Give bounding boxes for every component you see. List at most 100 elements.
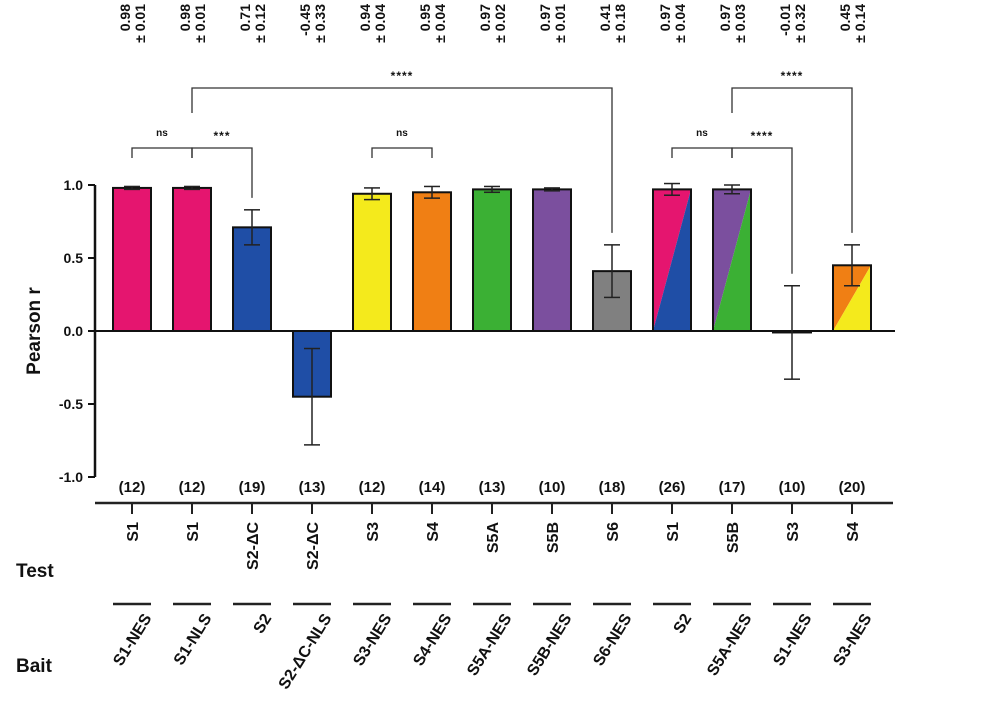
bait-label: S2-ΔC-NLS: [276, 611, 336, 693]
bar: [112, 186, 152, 332]
sd-label: ± 0.01: [132, 4, 148, 43]
significance-label: ****: [781, 69, 804, 83]
bait-label: S2: [671, 611, 696, 637]
row-label-bait: Bait: [16, 656, 53, 677]
bait-label: S1-NES: [770, 611, 815, 669]
bar-group-13: [832, 244, 872, 332]
sd-label: ± 0.33: [312, 4, 328, 43]
bait-label: S5B-NES: [524, 611, 575, 679]
test-label: S5A: [485, 522, 502, 554]
sd-label: ± 0.14: [852, 4, 868, 43]
test-label: S4: [845, 522, 862, 542]
y-tick-label: 0.0: [64, 323, 84, 339]
row-label-test: Test: [16, 561, 54, 582]
n-label: (12): [119, 479, 146, 496]
significance-bracket: [671, 147, 733, 158]
n-label: (13): [299, 479, 326, 496]
n-label: (12): [179, 479, 206, 496]
sd-label: ± 0.02: [492, 4, 508, 43]
n-label: (10): [779, 479, 806, 496]
mean-label: 0.97: [657, 4, 673, 31]
significance-label: ns: [156, 128, 168, 139]
bar: [532, 188, 572, 332]
bar-group-12: [772, 284, 812, 380]
mean-label: -0.45: [297, 4, 313, 36]
significance-bracket: [191, 147, 253, 198]
bar: [412, 191, 452, 332]
bar-group-7: [472, 185, 512, 332]
sd-label: ± 0.04: [372, 4, 388, 43]
test-label: S5B: [725, 522, 742, 553]
sd-label: ± 0.32: [792, 4, 808, 43]
bait-label: S1-NLS: [171, 611, 216, 669]
significance-bracket: [191, 87, 613, 233]
bar-group-11: [712, 184, 752, 332]
significance-brackets: ns *** ns **** ns **** ****: [131, 69, 853, 274]
bar-group-5: [352, 187, 392, 332]
test-label: S2-ΔC: [305, 522, 322, 570]
mean-label: 0.97: [717, 4, 733, 31]
test-label: S1: [125, 522, 142, 542]
bar: [172, 186, 212, 332]
bar-group-4: [292, 330, 332, 446]
bait-label: S4-NES: [410, 611, 455, 669]
sd-label: ± 0.04: [432, 4, 448, 43]
mean-label: 0.97: [537, 4, 553, 31]
significance-label: ****: [751, 129, 774, 143]
test-label: S3: [365, 522, 382, 542]
significance-label: ns: [696, 128, 708, 139]
test-label: S2-ΔC: [245, 522, 262, 570]
y-tick-label: 1.0: [64, 177, 84, 193]
n-label: (18): [599, 479, 626, 496]
mean-label: 0.41: [597, 4, 613, 31]
n-label: (26): [659, 479, 686, 496]
significance-bracket: [731, 87, 853, 233]
bar-fill-lower: [833, 265, 871, 331]
significance-bracket: [731, 147, 793, 274]
significance-label: ns: [396, 128, 408, 139]
bar-group-1: [112, 185, 152, 332]
mean-label: 0.98: [177, 4, 193, 31]
bait-label: S3-NES: [830, 611, 875, 669]
sd-label: ± 0.01: [552, 4, 568, 43]
significance-bracket: [371, 147, 433, 158]
sd-label: ± 0.18: [612, 4, 628, 43]
bait-label: S3-NES: [350, 611, 395, 669]
test-label: S5B: [545, 522, 562, 553]
significance-label: ***: [213, 129, 230, 143]
n-label: (17): [719, 479, 746, 496]
bars: [112, 182, 872, 446]
bar: [472, 188, 512, 332]
bait-label: S1-NES: [110, 611, 155, 669]
y-tick-label: -1.0: [59, 469, 83, 485]
test-label: S1: [185, 522, 202, 542]
mean-label: -0.01: [777, 4, 793, 36]
bar-group-10: [652, 182, 692, 332]
y-tick-label: -0.5: [59, 396, 83, 412]
bait-label: S5A-NES: [464, 611, 515, 679]
significance-bracket: [131, 147, 193, 158]
bait-label: S6-NES: [590, 611, 635, 669]
n-label: (19): [239, 479, 266, 496]
sd-label: ± 0.03: [732, 4, 748, 43]
sd-label: ± 0.01: [192, 4, 208, 43]
y-tick-label: 0.5: [64, 250, 84, 266]
test-label: S6: [605, 522, 622, 542]
bar: [352, 192, 392, 332]
sd-label: ± 0.04: [672, 4, 688, 43]
bar-fill-lower: [713, 189, 751, 331]
test-label: S4: [425, 522, 442, 542]
test-label: S1: [665, 522, 682, 542]
mean-label: 0.45: [837, 4, 853, 31]
n-label: (14): [419, 479, 446, 496]
n-label: (12): [359, 479, 386, 496]
sd-label: ± 0.12: [252, 4, 268, 43]
bar-group-8: [532, 187, 572, 332]
bar-group-2: [172, 185, 212, 332]
significance-label: ****: [391, 69, 414, 83]
bar-fill-lower: [653, 189, 691, 331]
mean-label: 0.97: [477, 4, 493, 31]
n-label: (13): [479, 479, 506, 496]
mean-label: 0.95: [417, 4, 433, 31]
